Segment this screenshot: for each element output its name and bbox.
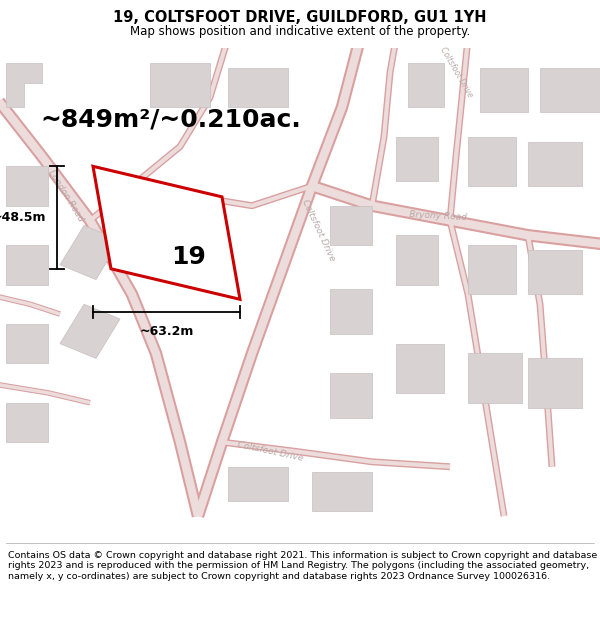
Text: Contains OS data © Crown copyright and database right 2021. This information is : Contains OS data © Crown copyright and d… <box>8 551 597 581</box>
Text: ~48.5m: ~48.5m <box>0 211 46 224</box>
Polygon shape <box>468 354 522 402</box>
Text: ~849m²/~0.210ac.: ~849m²/~0.210ac. <box>41 107 301 131</box>
Polygon shape <box>408 63 444 108</box>
Polygon shape <box>330 289 372 334</box>
Polygon shape <box>396 235 438 284</box>
Polygon shape <box>6 324 48 363</box>
Polygon shape <box>330 373 372 418</box>
Polygon shape <box>480 68 528 112</box>
Text: Coltsfoot Drive: Coltsfoot Drive <box>438 46 474 99</box>
Text: ~63.2m: ~63.2m <box>139 326 194 338</box>
Text: Coltsfoot Drive: Coltsfoot Drive <box>300 198 336 262</box>
Polygon shape <box>228 467 288 501</box>
Text: Coltsfoot Drive: Coltsfoot Drive <box>236 441 304 463</box>
Polygon shape <box>396 137 438 181</box>
Polygon shape <box>528 142 582 186</box>
Polygon shape <box>150 63 210 108</box>
Polygon shape <box>528 250 582 294</box>
Polygon shape <box>528 358 582 408</box>
Polygon shape <box>330 206 372 245</box>
Polygon shape <box>228 68 288 108</box>
Text: 19, COLTSFOOT DRIVE, GUILDFORD, GU1 1YH: 19, COLTSFOOT DRIVE, GUILDFORD, GU1 1YH <box>113 9 487 24</box>
Polygon shape <box>6 245 48 284</box>
Polygon shape <box>6 63 42 108</box>
Polygon shape <box>396 344 444 393</box>
Polygon shape <box>468 245 516 294</box>
Text: 19: 19 <box>172 246 206 269</box>
Polygon shape <box>60 304 120 358</box>
Polygon shape <box>6 402 48 442</box>
Polygon shape <box>540 68 600 112</box>
Polygon shape <box>6 166 48 206</box>
Text: Bryony Road: Bryony Road <box>409 209 467 222</box>
Polygon shape <box>312 472 372 511</box>
Polygon shape <box>93 166 240 299</box>
Text: Map shows position and indicative extent of the property.: Map shows position and indicative extent… <box>130 24 470 38</box>
Text: London Road: London Road <box>47 168 85 223</box>
Polygon shape <box>60 226 120 279</box>
Polygon shape <box>468 137 516 186</box>
